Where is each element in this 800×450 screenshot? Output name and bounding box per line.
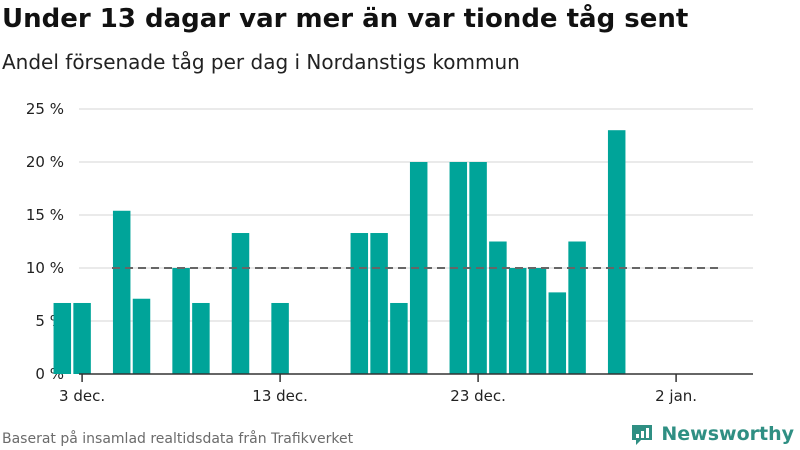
x-tick-label: 2 jan. [655,387,697,405]
bar: 6 dec.: 7.1 % [132,298,151,374]
bar: 19 dec.: 6.7 % [390,302,408,374]
bar: 28 dec.: 12.5 % [568,241,586,374]
source-note: Baserat på insamlad realtidsdata från Tr… [2,431,354,447]
bar: 30 dec.: 23 % [607,130,626,374]
x-tick-label: 3 dec. [59,387,105,405]
x-tick-label: 13 dec. [252,387,308,405]
y-tick-label: 10 % [26,259,64,277]
chart-subtitle: Andel försenade tåg per dag i Nordanstig… [2,50,520,74]
bar: 11 dec.: 13.3 % [231,233,250,374]
bar: 3 dec.: 6.7 % [73,302,91,374]
y-tick-label: 25 % [26,100,64,118]
bar: 22 dec.: 20 % [449,162,468,374]
bar: 8 dec.: 10 % [172,268,190,374]
bar: 5 dec.: 15.4 % [112,210,131,374]
bar: 9 dec.: 6.7 % [192,302,210,374]
x-axis-tick-labels: 3 dec. 13 dec. 23 dec. 2 jan. [59,374,697,405]
bars: 2 dec.: 6.7 %3 dec.: 6.7 % 5 dec.: 15.4 %… [53,130,626,374]
bar: 17 dec.: 13.3 % [350,233,369,374]
chart-title: Under 13 dagar var mer än var tionde tåg… [2,4,689,34]
x-tick-label: 23 dec. [450,387,506,405]
newsworthy-logo-icon [632,425,653,445]
bar: 26 dec.: 10 % [528,268,547,374]
bar: 18 dec.: 13.3 % [370,233,388,374]
bar: 25 dec.: 10 % [508,268,527,374]
bar: 27 dec.: 7.7 % [548,292,567,374]
bar: 24 dec.: 12.5 % [489,241,507,374]
brand-logo: Newsworthy [629,419,794,449]
y-tick-label: 15 % [26,206,64,224]
bar: 2 dec.: 6.7 % [53,302,72,374]
y-tick-label: 20 % [26,153,64,171]
bar: 13 dec.: 6.7 % [271,302,289,374]
brand-name: Newsworthy [661,423,794,445]
